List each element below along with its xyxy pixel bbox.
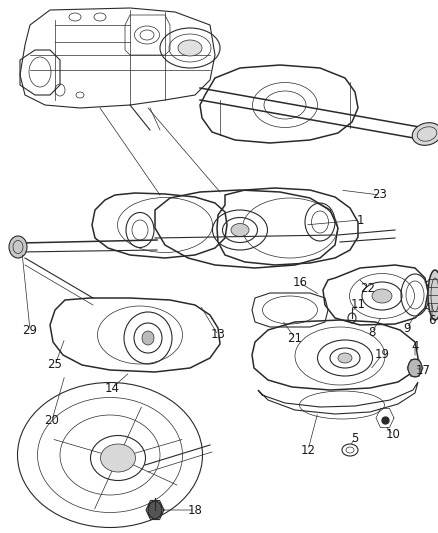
Text: 19: 19	[374, 349, 389, 361]
Text: 6: 6	[428, 313, 436, 327]
Ellipse shape	[178, 40, 202, 56]
Text: 9: 9	[403, 321, 411, 335]
Text: 12: 12	[300, 443, 315, 456]
Text: 23: 23	[373, 189, 388, 201]
Text: 1: 1	[356, 214, 364, 227]
Text: 4: 4	[411, 340, 419, 352]
Text: 13: 13	[211, 328, 226, 342]
Text: 17: 17	[416, 364, 431, 376]
Ellipse shape	[148, 501, 162, 519]
Text: 22: 22	[360, 281, 375, 295]
Text: 29: 29	[22, 324, 38, 336]
Text: 8: 8	[368, 326, 376, 338]
Ellipse shape	[9, 236, 27, 258]
Text: 21: 21	[287, 332, 303, 344]
Ellipse shape	[412, 123, 438, 146]
Ellipse shape	[338, 353, 352, 363]
Text: 18: 18	[187, 504, 202, 516]
Text: 14: 14	[105, 382, 120, 394]
Ellipse shape	[408, 359, 422, 377]
Ellipse shape	[231, 223, 249, 237]
Text: 5: 5	[351, 432, 359, 445]
Ellipse shape	[428, 270, 438, 320]
Ellipse shape	[372, 289, 392, 303]
Text: 25: 25	[48, 359, 63, 372]
Text: 10: 10	[385, 429, 400, 441]
Ellipse shape	[100, 444, 135, 472]
Text: 11: 11	[350, 297, 365, 311]
Ellipse shape	[142, 331, 154, 345]
Text: 20: 20	[45, 414, 60, 426]
Text: 16: 16	[293, 277, 307, 289]
